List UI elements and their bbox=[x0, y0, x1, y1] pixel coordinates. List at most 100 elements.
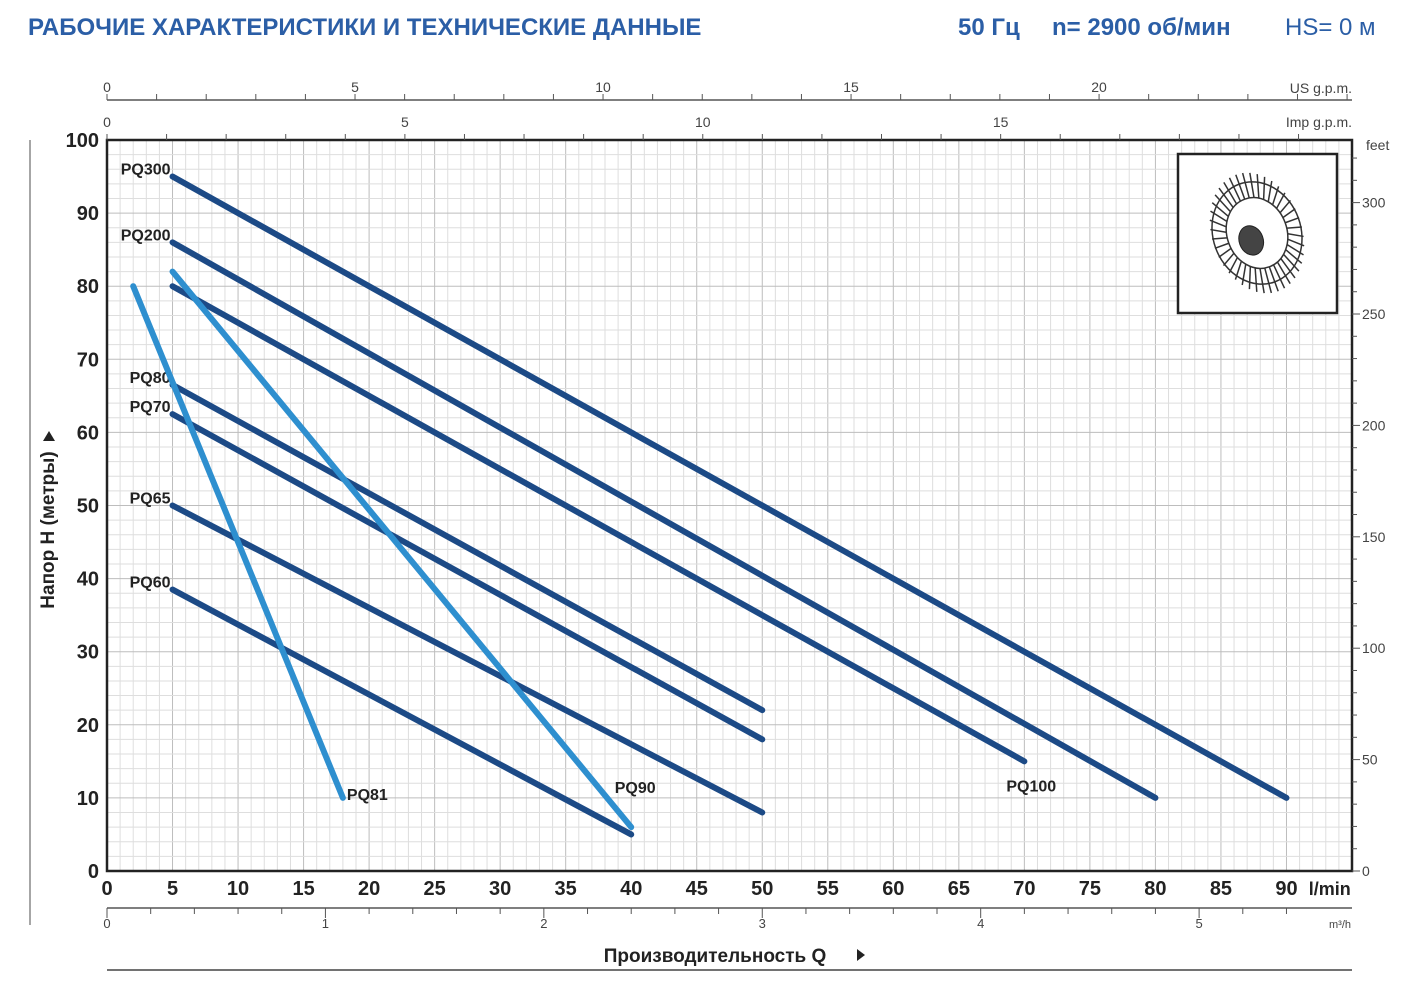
imp-gpm-tick-label: 0 bbox=[103, 114, 111, 130]
imp-gpm-tick-label: 15 bbox=[993, 114, 1009, 130]
frequency-label: 50 Гц bbox=[958, 14, 1020, 41]
impeller-blade bbox=[1267, 264, 1279, 292]
impeller-blade bbox=[1223, 181, 1239, 207]
x-tick-label: 65 bbox=[948, 878, 970, 900]
x-tick-label: 75 bbox=[1079, 878, 1101, 900]
x-arrow-icon bbox=[857, 949, 865, 961]
feet-tick-label: 150 bbox=[1362, 529, 1386, 545]
impeller-blade bbox=[1267, 180, 1273, 204]
page-title: РАБОЧИЕ ХАРАКТЕРИСТИКИ И ТЕХНИЧЕСКИЕ ДАН… bbox=[28, 14, 702, 41]
impeller-blade bbox=[1211, 202, 1231, 218]
x-tick-label: 15 bbox=[292, 878, 314, 900]
m3h-tick-label: 0 bbox=[103, 916, 110, 931]
series-line-pq80 bbox=[169, 381, 766, 714]
impeller-blade bbox=[1241, 172, 1251, 201]
series-line-pq70 bbox=[169, 411, 766, 743]
y-tick-label: 40 bbox=[77, 569, 99, 591]
hs-label: HS= 0 м bbox=[1285, 14, 1376, 41]
impeller-blade bbox=[1279, 256, 1296, 279]
series-line-pq200 bbox=[169, 239, 1159, 801]
impeller-ring bbox=[1211, 181, 1303, 285]
plot-frame bbox=[105, 138, 1354, 873]
series-label: PQ81 bbox=[347, 787, 388, 804]
m3h-tick-label: 1 bbox=[322, 916, 329, 931]
series-line-pq81 bbox=[130, 283, 346, 801]
impeller-blade bbox=[1262, 176, 1266, 202]
us-gpm-tick-label: 0 bbox=[103, 79, 111, 95]
impeller-blade bbox=[1283, 216, 1300, 224]
m3h-tick-label: 3 bbox=[759, 916, 766, 931]
impeller-blade bbox=[1248, 264, 1252, 290]
impeller-blade bbox=[1275, 259, 1291, 285]
x-tick-label: 10 bbox=[227, 878, 249, 900]
x-tick-label: 30 bbox=[489, 878, 511, 900]
impeller-blade bbox=[1249, 172, 1256, 200]
y-tick-label: 80 bbox=[77, 276, 99, 298]
feet-tick-label: 50 bbox=[1362, 752, 1378, 768]
x-tick-label: 0 bbox=[101, 878, 112, 900]
m3h-tick-label: 5 bbox=[1195, 916, 1202, 931]
y-tick-label: 70 bbox=[77, 349, 99, 371]
impeller-blade bbox=[1286, 232, 1304, 238]
impeller-blade bbox=[1214, 242, 1231, 250]
impeller-blade bbox=[1272, 262, 1286, 289]
impeller-blade bbox=[1278, 199, 1292, 215]
m3h-tick-label: 2 bbox=[540, 916, 547, 931]
impeller-blade bbox=[1285, 226, 1302, 229]
impeller-blade bbox=[1281, 208, 1296, 219]
series-line-pq60 bbox=[169, 586, 635, 838]
impeller-blade bbox=[1283, 248, 1303, 264]
y-tick-label: 30 bbox=[77, 642, 99, 664]
y-tick-label: 60 bbox=[77, 422, 99, 444]
series-line-pq90 bbox=[169, 268, 635, 831]
series-label: PQ90 bbox=[615, 780, 656, 797]
imp-gpm-tick-label: 10 bbox=[695, 114, 711, 130]
x-tick-label: 35 bbox=[555, 878, 577, 900]
series-line-pq65 bbox=[169, 502, 766, 816]
x-unit-label: l/min bbox=[1309, 879, 1351, 899]
us-gpm-tick-label: 15 bbox=[843, 79, 859, 95]
series-line-pq300 bbox=[169, 173, 1290, 801]
feet-tick-label: 0 bbox=[1362, 863, 1370, 879]
feet-tick-label: 100 bbox=[1362, 640, 1386, 656]
us-gpm-unit-label: US g.p.m. bbox=[1290, 80, 1352, 96]
us-gpm-tick-label: 20 bbox=[1091, 79, 1107, 95]
impeller-blade bbox=[1222, 251, 1236, 267]
imp-gpm-unit-label: Imp g.p.m. bbox=[1286, 114, 1352, 130]
us-gpm-tick-label: 10 bbox=[595, 79, 611, 95]
x-tick-label: 80 bbox=[1144, 878, 1166, 900]
series-label: PQ80 bbox=[130, 370, 171, 387]
y-tick-label: 10 bbox=[77, 788, 99, 810]
feet-unit-label: feet bbox=[1366, 137, 1389, 153]
impeller-blade bbox=[1218, 187, 1235, 210]
y-arrow-icon bbox=[43, 431, 55, 441]
x-tick-label: 5 bbox=[167, 878, 178, 900]
x-axis-title: Производительность Q bbox=[604, 946, 827, 967]
impeller-blade bbox=[1235, 174, 1247, 202]
feet-tick-label: 300 bbox=[1362, 195, 1386, 211]
m3h-tick-label: 4 bbox=[977, 916, 984, 931]
y-tick-label: 50 bbox=[77, 496, 99, 518]
x-tick-label: 45 bbox=[686, 878, 708, 900]
x-tick-label: 90 bbox=[1275, 878, 1297, 900]
imp-gpm-tick-label: 5 bbox=[401, 114, 409, 130]
y-tick-label: 0 bbox=[88, 861, 99, 883]
x-tick-label: 40 bbox=[620, 878, 642, 900]
speed-label: n= 2900 об/мин bbox=[1052, 14, 1231, 41]
impeller-shaft bbox=[1238, 225, 1265, 256]
m3h-unit-label: m³/h bbox=[1329, 919, 1351, 931]
series-label: PQ300 bbox=[121, 162, 171, 179]
us-gpm-tick-label: 5 bbox=[351, 79, 359, 95]
impeller-blade bbox=[1212, 237, 1229, 240]
x-tick-label: 85 bbox=[1210, 878, 1232, 900]
series-label: PQ65 bbox=[130, 491, 171, 508]
impeller-blade bbox=[1214, 194, 1233, 214]
series-line-pq100 bbox=[169, 283, 1028, 765]
impeller-blade bbox=[1263, 265, 1273, 294]
series-label: PQ200 bbox=[121, 227, 171, 244]
impeller-blade bbox=[1210, 228, 1228, 234]
impeller-blade bbox=[1228, 177, 1242, 204]
x-tick-label: 60 bbox=[882, 878, 904, 900]
x-tick-label: 70 bbox=[1013, 878, 1035, 900]
